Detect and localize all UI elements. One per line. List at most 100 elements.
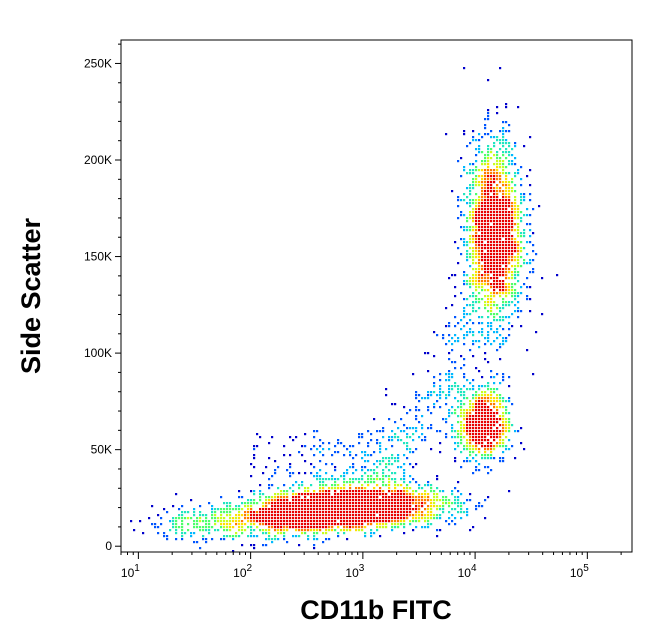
scatter-point	[490, 307, 493, 310]
scatter-point	[493, 250, 496, 253]
scatter-point	[304, 493, 307, 496]
scatter-point	[229, 529, 232, 532]
scatter-point	[424, 517, 427, 520]
scatter-point	[490, 292, 493, 295]
scatter-point	[181, 520, 184, 523]
scatter-point	[508, 316, 511, 319]
scatter-point	[277, 496, 280, 499]
scatter-point	[496, 214, 499, 217]
scatter-point	[310, 508, 313, 511]
scatter-point	[529, 298, 532, 301]
scatter-point	[505, 121, 508, 124]
scatter-point	[508, 202, 511, 205]
scatter-point	[490, 253, 493, 256]
scatter-point	[331, 520, 334, 523]
scatter-point	[328, 520, 331, 523]
scatter-point	[499, 382, 502, 385]
scatter-point	[463, 214, 466, 217]
scatter-point	[361, 475, 364, 478]
scatter-point	[502, 130, 505, 133]
scatter-point	[484, 394, 487, 397]
scatter-point	[259, 517, 262, 520]
scatter-point	[499, 253, 502, 256]
scatter-point	[475, 139, 478, 142]
scatter-point	[496, 244, 499, 247]
scatter-point	[415, 517, 418, 520]
scatter-point	[454, 361, 457, 364]
scatter-point	[460, 328, 463, 331]
scatter-point	[448, 388, 451, 391]
scatter-point	[517, 292, 520, 295]
scatter-point	[511, 289, 514, 292]
scatter-point	[514, 163, 517, 166]
scatter-point	[484, 238, 487, 241]
scatter-point	[457, 496, 460, 499]
scatter-point	[493, 400, 496, 403]
scatter-point	[202, 520, 205, 523]
scatter-point	[313, 520, 316, 523]
scatter-point	[484, 127, 487, 130]
scatter-point	[253, 454, 256, 457]
scatter-point	[388, 418, 391, 421]
scatter-point	[343, 520, 346, 523]
scatter-point	[460, 451, 463, 454]
scatter-point	[415, 526, 418, 529]
scatter-point	[517, 271, 520, 274]
scatter-point	[388, 511, 391, 514]
scatter-point	[451, 373, 454, 376]
scatter-point	[490, 322, 493, 325]
scatter-point	[472, 136, 475, 139]
scatter-point	[478, 247, 481, 250]
scatter-point	[463, 394, 466, 397]
scatter-point	[478, 169, 481, 172]
scatter-point	[289, 523, 292, 526]
scatter-point	[412, 373, 415, 376]
scatter-point	[253, 547, 256, 550]
scatter-point	[520, 286, 523, 289]
scatter-point	[265, 508, 268, 511]
scatter-point	[373, 514, 376, 517]
scatter-point	[214, 529, 217, 532]
scatter-point	[268, 514, 271, 517]
scatter-point	[490, 217, 493, 220]
scatter-point	[454, 502, 457, 505]
scatter-point	[475, 436, 478, 439]
scatter-point	[268, 487, 271, 490]
scatter-point	[412, 514, 415, 517]
scatter-point	[253, 535, 256, 538]
scatter-point	[364, 460, 367, 463]
scatter-point	[259, 493, 262, 496]
scatter-point	[520, 193, 523, 196]
scatter-point	[313, 544, 316, 547]
scatter-point	[259, 436, 262, 439]
scatter-point	[478, 262, 481, 265]
scatter-point	[220, 538, 223, 541]
scatter-point	[478, 409, 481, 412]
scatter-point	[403, 487, 406, 490]
scatter-point	[292, 499, 295, 502]
scatter-point	[478, 322, 481, 325]
scatter-point	[508, 145, 511, 148]
scatter-point	[385, 394, 388, 397]
scatter-point	[496, 409, 499, 412]
scatter-point	[334, 466, 337, 469]
scatter-point	[496, 163, 499, 166]
scatter-point	[271, 505, 274, 508]
scatter-point	[313, 535, 316, 538]
scatter-point	[310, 472, 313, 475]
scatter-point	[304, 523, 307, 526]
scatter-point	[181, 523, 184, 526]
scatter-point	[346, 481, 349, 484]
scatter-point	[529, 235, 532, 238]
scatter-point	[484, 247, 487, 250]
scatter-point	[460, 214, 463, 217]
scatter-point	[385, 505, 388, 508]
scatter-point	[460, 439, 463, 442]
scatter-point	[508, 334, 511, 337]
scatter-point	[499, 223, 502, 226]
scatter-point	[478, 271, 481, 274]
scatter-point	[457, 442, 460, 445]
scatter-point	[403, 508, 406, 511]
scatter-point	[514, 199, 517, 202]
scatter-point	[313, 529, 316, 532]
